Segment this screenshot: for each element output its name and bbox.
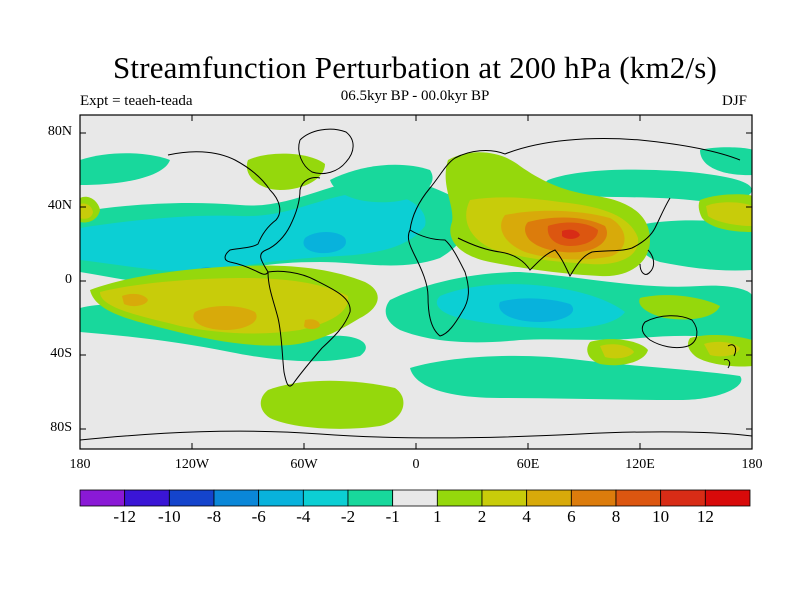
colorbar-label: 8 (611, 507, 621, 526)
lon-tick-label: 120W (174, 457, 210, 472)
colorbar-label: -2 (340, 507, 356, 526)
colorbar-swatch (481, 489, 528, 507)
colorbar-swatch (392, 489, 438, 507)
lon-tick-label: 180 (741, 457, 763, 472)
contour-neg-arctic-left (80, 153, 170, 185)
colorbar-swatch (526, 489, 572, 507)
time-period-subtitle: 06.5kyr BP - 00.0kyr BP (340, 88, 490, 104)
colorbar-label: 1 (433, 507, 442, 526)
colorbar-swatch (124, 489, 170, 507)
colorbar-swatch (436, 489, 483, 507)
colorbar-label: -4 (296, 507, 311, 526)
contour-pos-southwest-pacific-inner (704, 341, 740, 357)
colorbar-label: 12 (696, 507, 714, 526)
colorbar-swatch (347, 489, 394, 507)
colorbar-label: 2 (477, 507, 487, 526)
lat-tick-label: 40N (47, 198, 72, 213)
lat-tick-label: 0 (65, 272, 72, 287)
colorbar-swatch (570, 489, 617, 507)
contour-neg-core-indian (499, 298, 574, 322)
colorbar-label: -8 (206, 507, 222, 526)
colorbar-label: -12 (113, 507, 136, 526)
contour-pos-south-america-inner (100, 278, 349, 334)
lon-tick-label: 60E (516, 457, 540, 472)
contour-pos-core-south-pacific (193, 306, 257, 330)
contour-pos-asia-10 (562, 229, 580, 239)
contour-pos-core-brazil (304, 319, 320, 329)
colorbar-label: -1 (385, 507, 400, 526)
colorbar-swatch (258, 489, 304, 507)
lat-tick-label: 40S (50, 346, 72, 361)
season-label: DJF (722, 93, 748, 109)
colorbar-label: -10 (157, 507, 181, 526)
lon-tick-label: 180 (69, 457, 91, 472)
contour-neg-arctic-right (700, 147, 752, 176)
experiment-label: Expt = teaeh-teada (80, 93, 193, 109)
plot-title: Streamfunction Perturbation at 200 hPa (… (112, 50, 718, 85)
contour-pos-south-atlantic (260, 380, 404, 429)
lon-tick-label: 60W (290, 457, 318, 472)
colorbar-swatch (302, 489, 349, 507)
contour-neg-north-atlantic (330, 164, 433, 203)
coastlines (80, 128, 752, 441)
contour-neg-east-asia (544, 169, 752, 202)
contour-neg-west-pacific (636, 220, 752, 271)
colorbar-swatch (704, 489, 751, 507)
colorbar-swatch (213, 489, 260, 507)
lat-tick-label: 80N (47, 124, 72, 139)
contour-pos-south-pacific-east (639, 295, 720, 320)
colorbar-swatch (615, 489, 662, 507)
contour-neg-southern-ocean (410, 355, 742, 400)
contour-pos-northwest-pacific-inner (706, 202, 752, 226)
contour-neg-core-atlantic (303, 232, 346, 254)
colorbar (79, 489, 751, 507)
colorbar-swatch (660, 489, 706, 507)
colorbar-swatch (168, 489, 215, 507)
lon-tick-label: 0 (412, 457, 420, 472)
colorbar-swatch (79, 489, 126, 507)
colorbar-label: 10 (652, 507, 670, 526)
colorbar-label: 4 (522, 507, 531, 526)
lat-tick-label: 80S (50, 420, 72, 435)
contour-pos-south-indian-inner (600, 344, 634, 359)
colorbar-label: -6 (251, 507, 266, 526)
streamfunction-field (80, 115, 752, 449)
lon-tick-label: 120E (625, 457, 655, 472)
contour-pos-core-pacific-small (122, 293, 148, 307)
contour-neg-band-north-inner (80, 191, 426, 272)
axis-ticks (80, 115, 752, 449)
colorbar-label: 6 (567, 507, 576, 526)
